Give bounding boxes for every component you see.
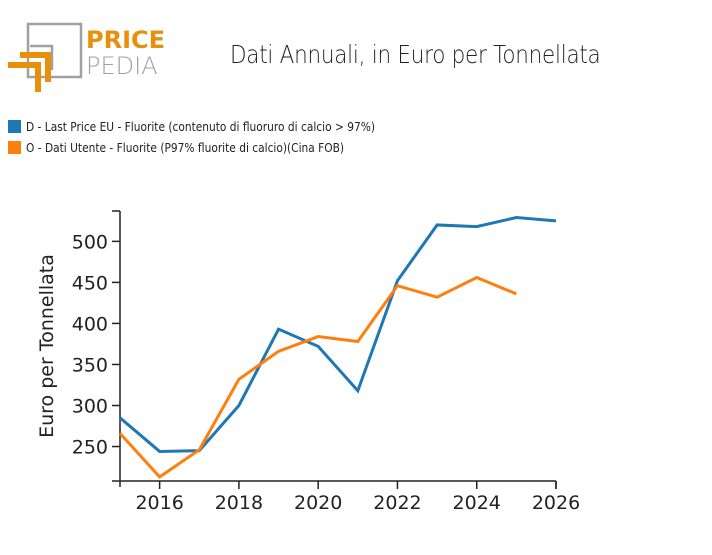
y-tick-label: 250 — [72, 437, 108, 459]
series-line-blue — [119, 216, 557, 453]
axes: 250 300 350 400 450 500 2016 2018 2020 2022 2024 20… — [72, 210, 580, 514]
x-tick-label: 2020 — [294, 492, 342, 514]
legend-swatch-blue — [8, 120, 21, 133]
y-tick-label: 400 — [72, 313, 108, 335]
logo-square-outer — [26, 22, 83, 79]
x-tick-label: 2022 — [373, 492, 421, 514]
legend-label-orange: O - Dati Utente - Fluorite (P97% fluorit… — [26, 140, 345, 155]
x-tick-label: 2018 — [215, 492, 263, 514]
legend-swatch-orange — [8, 141, 21, 154]
y-tick-label: 500 — [72, 231, 108, 253]
x-tick-label: 2016 — [135, 492, 183, 514]
y-tick-label: 350 — [72, 354, 108, 376]
y-axis-title: Euro per Tonnellata — [36, 254, 58, 438]
chart-title: Dati Annuali, in Euro per Tonnellata — [230, 40, 601, 69]
logo-square-inner — [30, 44, 54, 70]
x-tick-label: 2026 — [532, 492, 580, 514]
x-tick-label: 2024 — [453, 492, 501, 514]
logo-corner-inner — [20, 52, 51, 82]
y-tick-label: 450 — [72, 272, 108, 294]
series-group — [118, 216, 557, 479]
pricepedia-logo: PRICE PEDIA — [8, 22, 165, 92]
y-tick-label: 300 — [72, 395, 108, 417]
logo-text-pedia: PEDIA — [86, 52, 158, 80]
series-line-orange — [118, 275, 517, 479]
legend-label-blue: D - Last Price EU - Fluorite (contenuto … — [26, 119, 376, 134]
legend-item-orange[interactable]: O - Dati Utente - Fluorite (P97% fluorit… — [8, 140, 400, 155]
logo-corner-outer — [8, 62, 41, 92]
logo-text-price: PRICE — [86, 26, 165, 54]
legend-item-blue[interactable]: D - Last Price EU - Fluorite (contenuto … — [8, 119, 437, 134]
